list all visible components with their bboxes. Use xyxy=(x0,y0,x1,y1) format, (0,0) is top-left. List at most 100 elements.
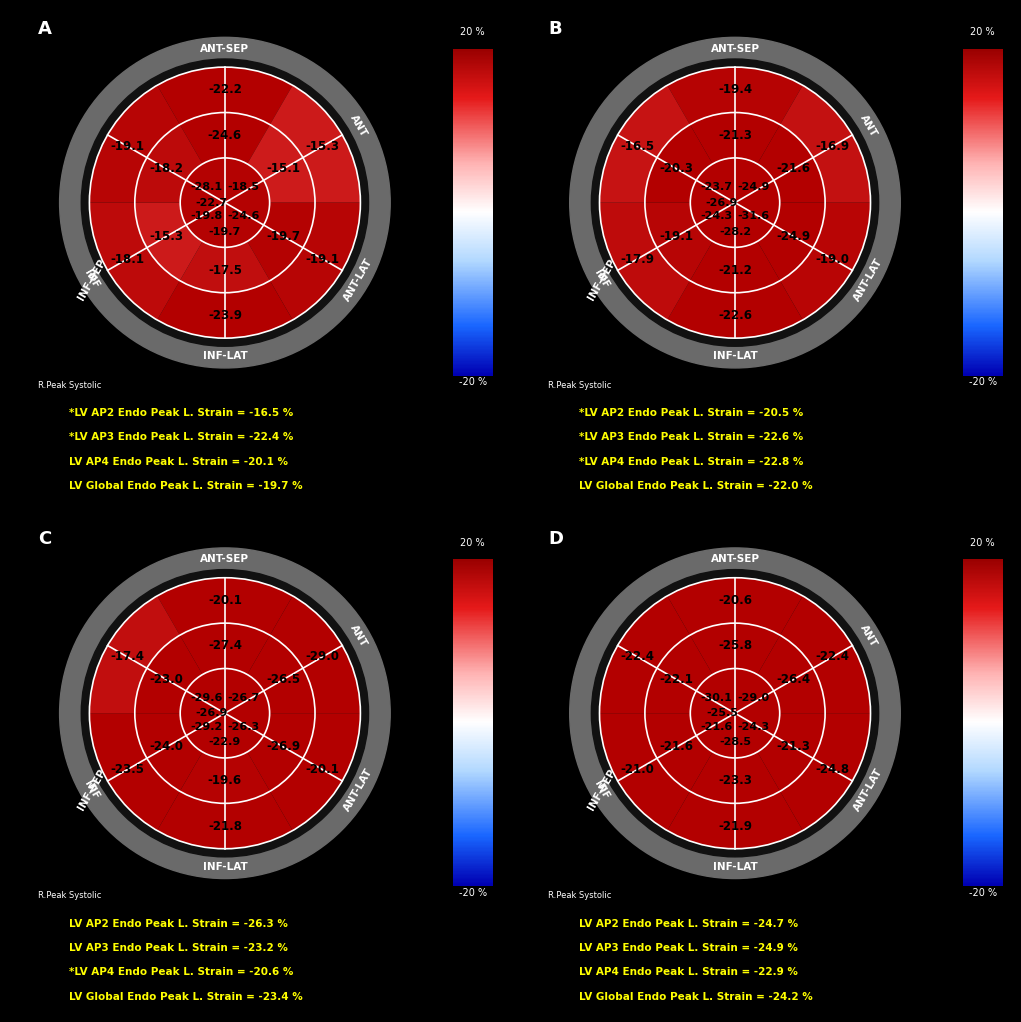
Text: INF-LAT: INF-LAT xyxy=(202,862,247,872)
Wedge shape xyxy=(135,125,202,202)
Text: -20 %: -20 % xyxy=(458,888,487,898)
Wedge shape xyxy=(758,713,825,791)
Text: INF-LAT: INF-LAT xyxy=(713,862,758,872)
Text: INF-LAT: INF-LAT xyxy=(713,352,758,362)
Circle shape xyxy=(59,38,390,368)
Circle shape xyxy=(180,668,270,758)
Text: -18.1: -18.1 xyxy=(110,252,144,266)
Text: LV AP4 Endo Peak L. Strain = -20.1 %: LV AP4 Endo Peak L. Strain = -20.1 % xyxy=(69,457,288,467)
Text: *LV AP2 Endo Peak L. Strain = -16.5 %: *LV AP2 Endo Peak L. Strain = -16.5 % xyxy=(69,408,293,418)
Wedge shape xyxy=(780,596,871,713)
Text: -24.3: -24.3 xyxy=(700,212,732,221)
Text: INF-SEP: INF-SEP xyxy=(76,258,107,301)
Text: INF-SEP: INF-SEP xyxy=(586,768,618,812)
Wedge shape xyxy=(157,281,293,338)
Text: *LV AP4 Endo Peak L. Strain = -20.6 %: *LV AP4 Endo Peak L. Strain = -20.6 % xyxy=(69,967,293,977)
Wedge shape xyxy=(270,85,360,202)
Text: -20 %: -20 % xyxy=(458,377,487,387)
Text: *LV AP4 Endo Peak L. Strain = -22.8 %: *LV AP4 Endo Peak L. Strain = -22.8 % xyxy=(579,457,804,467)
Wedge shape xyxy=(599,202,690,320)
Text: INF: INF xyxy=(83,779,101,801)
Text: 20 %: 20 % xyxy=(970,538,995,548)
Wedge shape xyxy=(180,241,270,292)
Wedge shape xyxy=(180,112,270,164)
Text: INF-SEP: INF-SEP xyxy=(586,258,618,301)
Text: -27.4: -27.4 xyxy=(208,640,242,652)
Text: -24.3: -24.3 xyxy=(738,722,770,732)
Text: ANT-LAT: ANT-LAT xyxy=(852,766,884,814)
Text: -30.1: -30.1 xyxy=(700,693,732,703)
Circle shape xyxy=(690,668,780,758)
Circle shape xyxy=(82,59,369,346)
Wedge shape xyxy=(645,636,713,713)
Wedge shape xyxy=(645,202,713,281)
Wedge shape xyxy=(758,125,825,202)
Wedge shape xyxy=(668,577,803,636)
Text: LV AP4 Endo Peak L. Strain = -22.9 %: LV AP4 Endo Peak L. Strain = -22.9 % xyxy=(579,967,798,977)
Text: R.Peak Systolic: R.Peak Systolic xyxy=(38,891,101,900)
Text: LV AP3 Endo Peak L. Strain = -23.2 %: LV AP3 Endo Peak L. Strain = -23.2 % xyxy=(69,943,288,953)
Wedge shape xyxy=(90,85,180,202)
Circle shape xyxy=(82,569,369,856)
Text: -16.5: -16.5 xyxy=(620,140,654,152)
Wedge shape xyxy=(247,202,315,281)
Text: -26.4: -26.4 xyxy=(776,673,811,686)
Text: *LV AP3 Endo Peak L. Strain = -22.4 %: *LV AP3 Endo Peak L. Strain = -22.4 % xyxy=(69,432,293,443)
Text: -25.8: -25.8 xyxy=(718,640,752,652)
Text: -24.6: -24.6 xyxy=(228,212,260,221)
Wedge shape xyxy=(690,112,780,164)
Wedge shape xyxy=(180,623,270,675)
Text: -21.9: -21.9 xyxy=(718,820,752,833)
Text: -26.3: -26.3 xyxy=(228,722,259,732)
Text: -19.6: -19.6 xyxy=(208,774,242,787)
Wedge shape xyxy=(780,202,871,320)
Text: -15.3: -15.3 xyxy=(305,140,340,152)
Text: -19.1: -19.1 xyxy=(305,252,340,266)
Text: INF: INF xyxy=(592,779,612,801)
Text: R.Peak Systolic: R.Peak Systolic xyxy=(548,891,612,900)
Text: -24.0: -24.0 xyxy=(149,741,184,753)
Text: ANT: ANT xyxy=(348,112,369,139)
Wedge shape xyxy=(90,202,180,320)
Wedge shape xyxy=(270,202,360,320)
Text: ANT-SEP: ANT-SEP xyxy=(711,555,760,564)
Text: -26.9: -26.9 xyxy=(706,197,738,207)
Text: -21.2: -21.2 xyxy=(718,264,751,277)
Text: -17.9: -17.9 xyxy=(621,252,654,266)
Text: -22.9: -22.9 xyxy=(208,737,241,747)
Text: ANT: ANT xyxy=(858,112,878,139)
Text: -24.9: -24.9 xyxy=(737,182,770,192)
Text: 20 %: 20 % xyxy=(460,28,485,37)
Text: -23.9: -23.9 xyxy=(208,309,242,322)
Text: -17.5: -17.5 xyxy=(208,264,242,277)
Wedge shape xyxy=(690,241,780,292)
Text: -20 %: -20 % xyxy=(969,377,996,387)
Text: ANT-SEP: ANT-SEP xyxy=(200,44,249,54)
Text: LV Global Endo Peak L. Strain = -22.0 %: LV Global Endo Peak L. Strain = -22.0 % xyxy=(579,481,813,491)
Text: -28.1: -28.1 xyxy=(190,182,223,192)
Text: -19.1: -19.1 xyxy=(110,140,144,152)
Text: -23.7: -23.7 xyxy=(700,182,732,192)
Text: -23.5: -23.5 xyxy=(110,763,144,776)
Text: -28.2: -28.2 xyxy=(719,227,751,236)
Text: *LV AP3 Endo Peak L. Strain = -22.6 %: *LV AP3 Endo Peak L. Strain = -22.6 % xyxy=(579,432,804,443)
Text: ANT: ANT xyxy=(858,623,878,649)
Wedge shape xyxy=(599,713,690,831)
Text: A: A xyxy=(38,19,52,38)
Circle shape xyxy=(59,548,390,879)
Wedge shape xyxy=(135,713,202,791)
Text: INF: INF xyxy=(592,269,612,290)
Wedge shape xyxy=(780,85,871,202)
Text: -26.9: -26.9 xyxy=(266,741,300,753)
Text: -22.1: -22.1 xyxy=(660,673,693,686)
Text: INF-LAT: INF-LAT xyxy=(202,352,247,362)
Text: -21.0: -21.0 xyxy=(621,763,654,776)
Text: -22.4: -22.4 xyxy=(816,650,849,663)
Text: -26.9: -26.9 xyxy=(196,708,228,718)
Wedge shape xyxy=(690,623,780,675)
Text: ANT: ANT xyxy=(348,623,369,649)
Circle shape xyxy=(180,158,270,247)
Text: -22.4: -22.4 xyxy=(621,650,654,663)
Text: -17.4: -17.4 xyxy=(110,650,144,663)
Wedge shape xyxy=(157,67,293,125)
